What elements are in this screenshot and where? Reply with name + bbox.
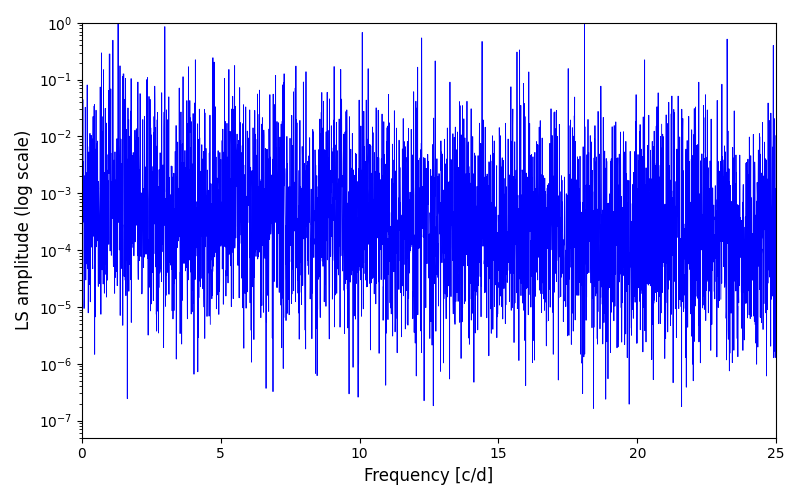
Y-axis label: LS amplitude (log scale): LS amplitude (log scale) <box>15 130 33 330</box>
X-axis label: Frequency [c/d]: Frequency [c/d] <box>364 467 494 485</box>
